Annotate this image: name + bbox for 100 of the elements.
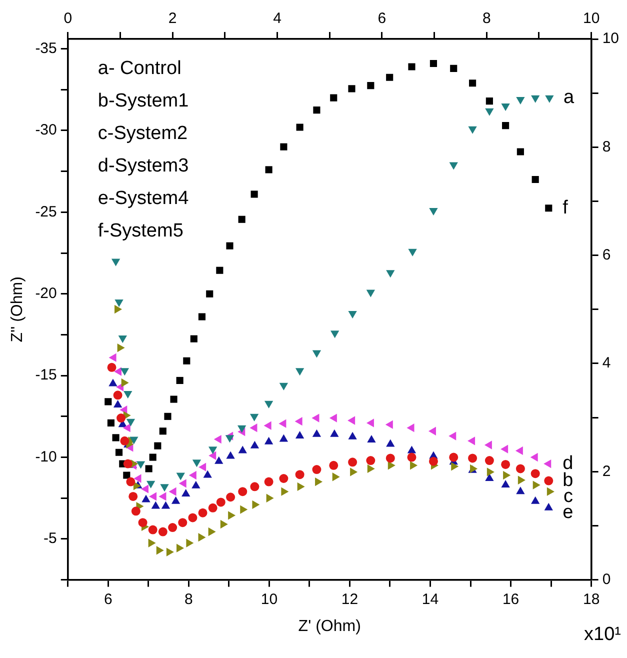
point bbox=[430, 60, 438, 68]
point bbox=[203, 470, 212, 478]
x-tick-label: 10 bbox=[260, 590, 278, 608]
point bbox=[366, 456, 376, 466]
point bbox=[428, 426, 436, 436]
y2-tick-label: 0 bbox=[602, 570, 611, 588]
point bbox=[451, 462, 459, 471]
point bbox=[171, 496, 180, 504]
point bbox=[214, 456, 224, 464]
text: x10¹ bbox=[584, 624, 621, 646]
point bbox=[117, 343, 125, 352]
point bbox=[329, 414, 337, 422]
point bbox=[198, 508, 208, 518]
point bbox=[329, 460, 338, 470]
point bbox=[131, 506, 140, 516]
annotation: a- Control bbox=[98, 58, 182, 80]
point bbox=[279, 382, 288, 390]
point bbox=[408, 248, 417, 256]
point bbox=[107, 362, 116, 372]
point bbox=[108, 353, 116, 362]
point bbox=[448, 432, 456, 440]
point bbox=[468, 454, 478, 463]
point bbox=[294, 416, 302, 426]
point bbox=[484, 456, 494, 466]
point bbox=[265, 166, 272, 174]
point bbox=[315, 477, 323, 486]
point bbox=[114, 367, 122, 376]
point bbox=[350, 468, 358, 476]
x-tick-label: 16 bbox=[502, 590, 520, 608]
point bbox=[279, 434, 288, 442]
point bbox=[198, 462, 206, 472]
point bbox=[406, 424, 414, 432]
point bbox=[158, 527, 168, 536]
annotation: d-System3 bbox=[98, 156, 189, 177]
point bbox=[156, 546, 164, 555]
point bbox=[312, 429, 322, 437]
x2-tick-label: 4 bbox=[273, 10, 282, 28]
point bbox=[134, 474, 142, 483]
point bbox=[313, 106, 320, 114]
y-tick-label: -20 bbox=[35, 285, 57, 302]
point bbox=[208, 451, 216, 460]
point bbox=[388, 461, 396, 470]
point bbox=[198, 532, 206, 542]
point bbox=[168, 523, 178, 532]
point bbox=[486, 98, 493, 105]
point bbox=[386, 74, 394, 81]
point bbox=[516, 96, 525, 104]
point bbox=[188, 470, 196, 480]
point bbox=[160, 484, 169, 492]
point bbox=[449, 452, 458, 462]
y2-tick-label: 4 bbox=[602, 354, 611, 372]
point bbox=[240, 505, 248, 514]
point bbox=[468, 436, 476, 446]
point bbox=[515, 446, 523, 456]
y2-tick-label: 8 bbox=[602, 138, 611, 156]
point bbox=[161, 501, 170, 509]
point bbox=[178, 479, 186, 488]
point bbox=[113, 390, 122, 400]
x-tick-label: 14 bbox=[422, 590, 439, 608]
point bbox=[136, 461, 146, 469]
point bbox=[281, 487, 289, 496]
point bbox=[312, 350, 322, 358]
point bbox=[108, 378, 118, 386]
point bbox=[280, 143, 288, 150]
annotation: f-System5 bbox=[98, 220, 184, 242]
point bbox=[114, 304, 122, 314]
point bbox=[330, 94, 338, 102]
series-label: f bbox=[562, 197, 569, 218]
point bbox=[123, 472, 130, 479]
point bbox=[166, 548, 174, 556]
point bbox=[450, 64, 458, 72]
point bbox=[312, 465, 322, 474]
point bbox=[138, 518, 148, 528]
point bbox=[216, 498, 226, 507]
point bbox=[330, 429, 339, 437]
point bbox=[226, 492, 236, 502]
point bbox=[297, 482, 305, 491]
point bbox=[502, 122, 510, 130]
point bbox=[142, 494, 150, 502]
point bbox=[348, 458, 358, 467]
point bbox=[544, 459, 552, 468]
point bbox=[198, 313, 206, 320]
point bbox=[149, 492, 157, 501]
y-axis-title: Z'' (Ohm) bbox=[9, 276, 26, 342]
point bbox=[348, 310, 357, 318]
point bbox=[386, 439, 395, 447]
point bbox=[532, 480, 540, 490]
point bbox=[113, 400, 122, 408]
point bbox=[516, 148, 524, 156]
point bbox=[386, 454, 395, 463]
point bbox=[264, 436, 274, 444]
point bbox=[484, 440, 492, 450]
point bbox=[148, 525, 158, 534]
point bbox=[264, 477, 274, 486]
point bbox=[252, 500, 260, 509]
point bbox=[237, 425, 246, 433]
point bbox=[516, 464, 525, 474]
point bbox=[192, 460, 202, 468]
point bbox=[407, 452, 416, 462]
point bbox=[111, 258, 120, 266]
